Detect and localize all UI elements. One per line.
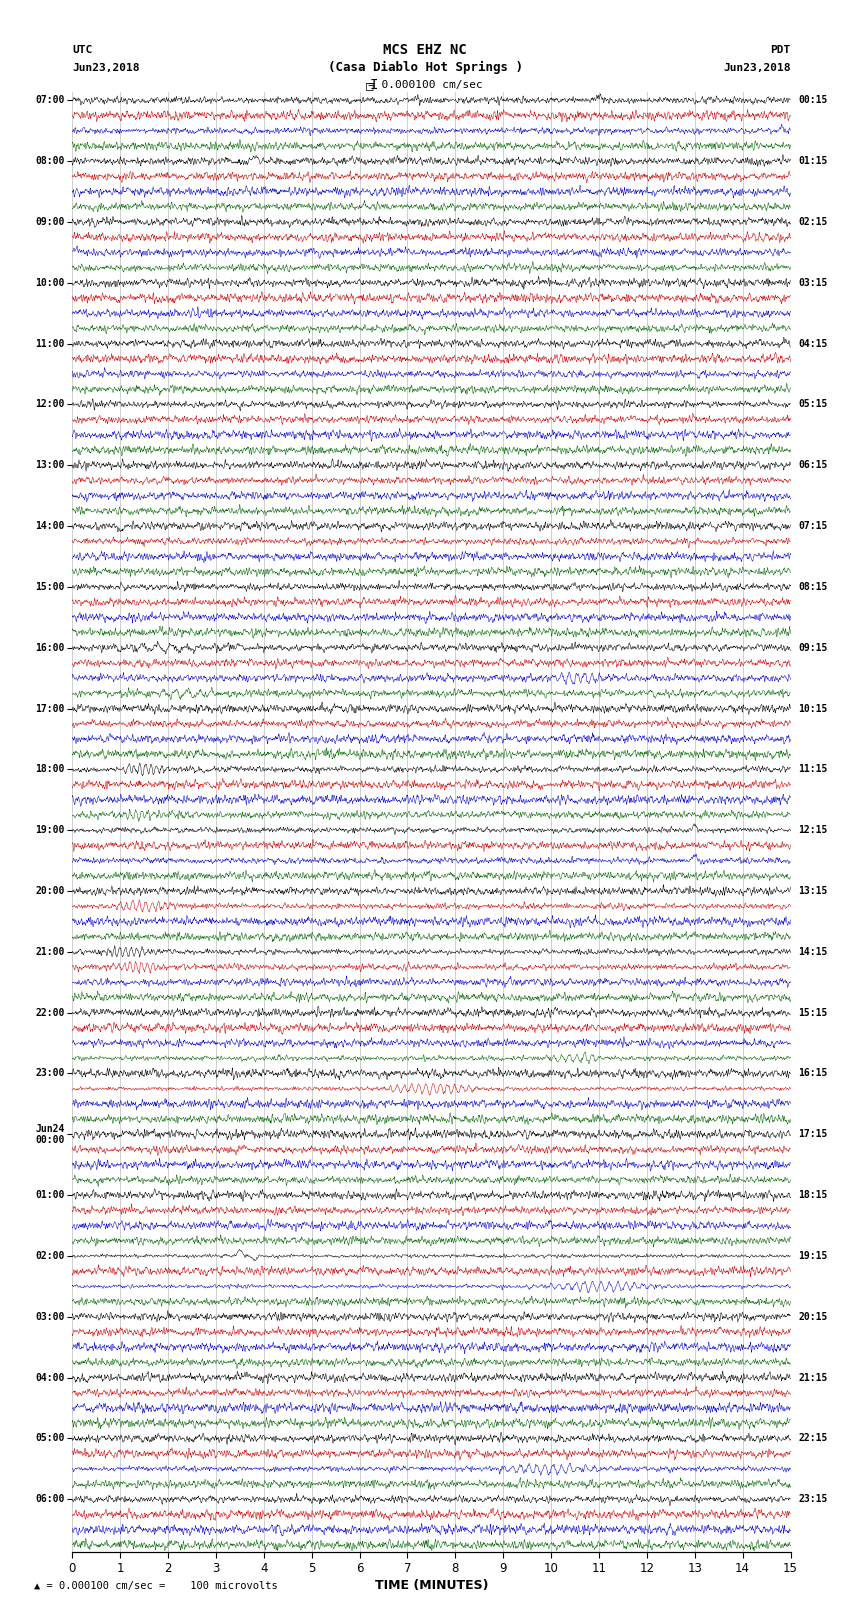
Text: = 0.000100 cm/sec: = 0.000100 cm/sec: [367, 81, 483, 90]
Text: (Casa Diablo Hot Springs ): (Casa Diablo Hot Springs ): [327, 61, 523, 74]
Text: Jun23,2018: Jun23,2018: [723, 63, 791, 73]
Text: Jun23,2018: Jun23,2018: [72, 63, 139, 73]
Text: PDT: PDT: [770, 45, 790, 55]
Text: MCS EHZ NC: MCS EHZ NC: [383, 44, 467, 56]
X-axis label: TIME (MINUTES): TIME (MINUTES): [375, 1579, 488, 1592]
Text: I: I: [370, 79, 378, 92]
Text: □: □: [366, 79, 373, 92]
Text: UTC: UTC: [72, 45, 93, 55]
Text: ▲ = 0.000100 cm/sec =    100 microvolts: ▲ = 0.000100 cm/sec = 100 microvolts: [34, 1581, 278, 1590]
